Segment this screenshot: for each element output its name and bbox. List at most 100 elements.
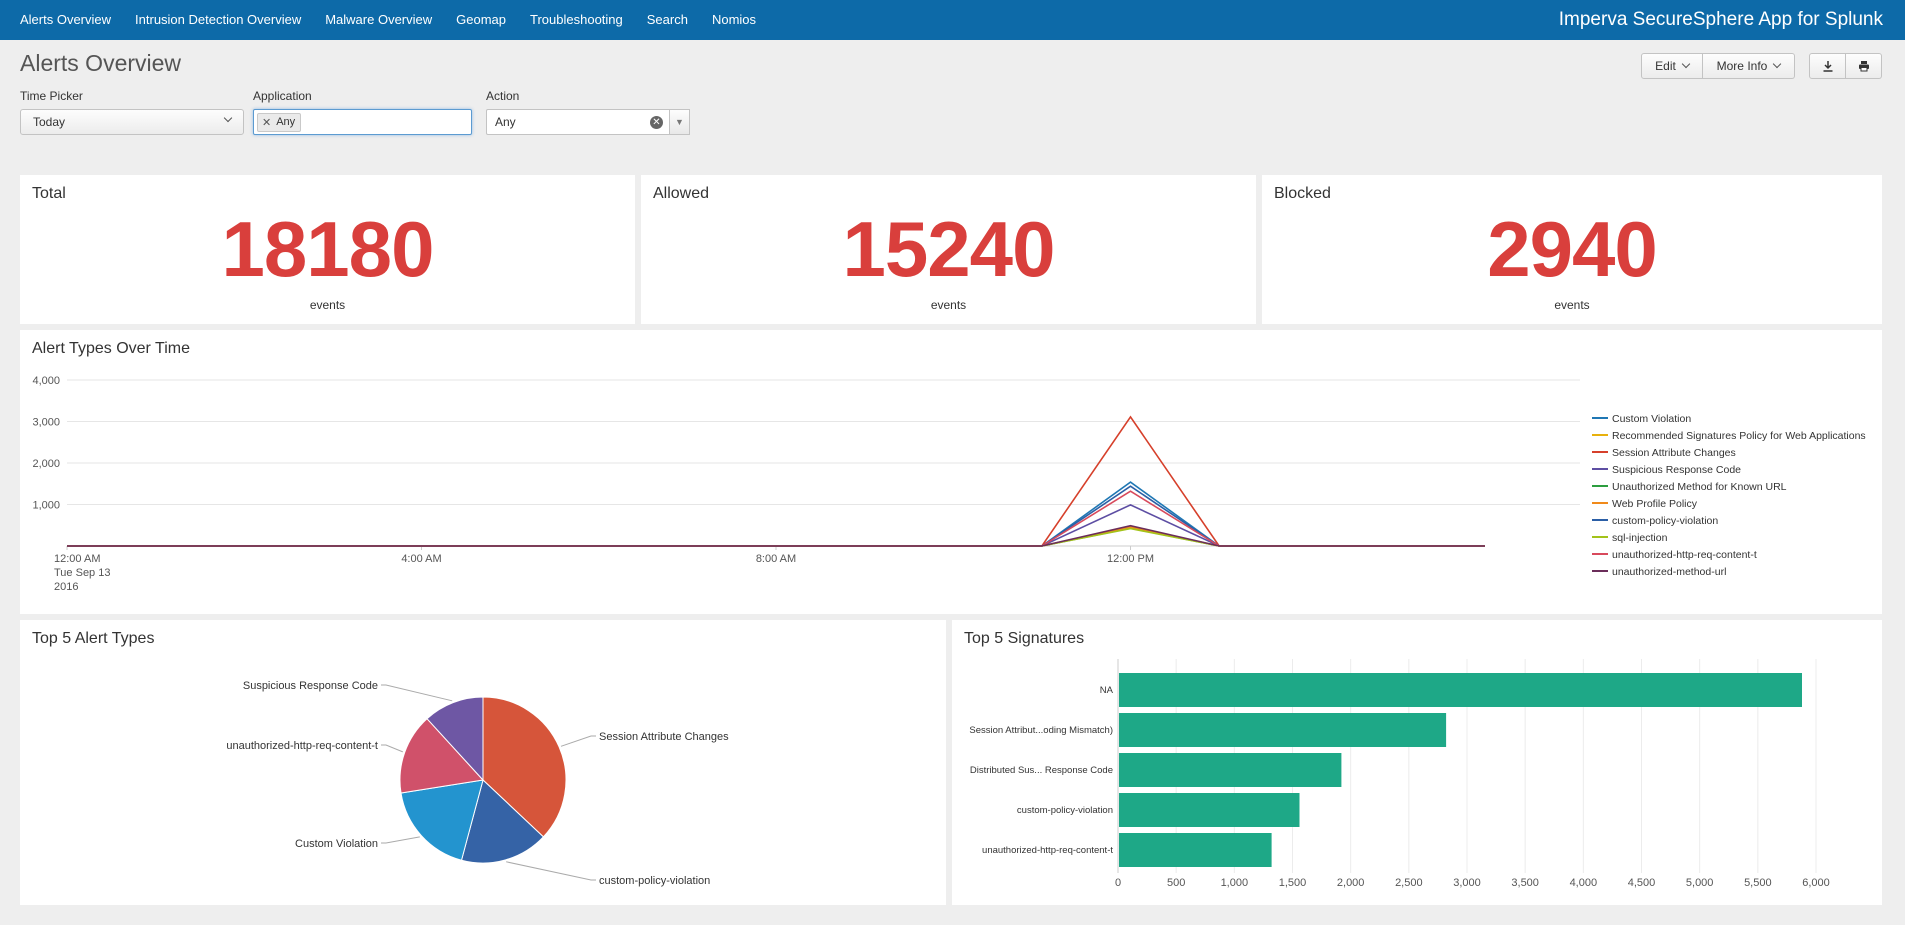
top-5-alert-types-panel: Top 5 Alert Types Session Attribute Chan… xyxy=(20,620,946,905)
nav-alerts-overview[interactable]: Alerts Overview xyxy=(20,12,112,27)
pie-slice-label: custom-policy-violation xyxy=(599,875,710,887)
alert-types-over-time-panel: Alert Types Over Time 1,000 2,000 3,000 4,0… xyxy=(20,330,1882,614)
blocked-title: Blocked xyxy=(1274,185,1331,202)
y-tick-label: 4,000 xyxy=(32,375,60,387)
nav-search[interactable]: Search xyxy=(646,12,688,27)
edit-label: Edit xyxy=(1655,59,1676,73)
x-tick-sublabel: Tue Sep 13 xyxy=(54,567,110,579)
bar-chart: 0 500 1,000 1,500 2,000 2,500 3,000 3,500 4,000 4… xyxy=(969,659,1830,889)
clear-icon[interactable]: ✕ xyxy=(650,116,663,129)
pie-slice-label: Session Attribute Changes xyxy=(599,731,729,743)
time-picker-value: Today xyxy=(33,115,66,129)
export-print-group xyxy=(1809,53,1882,79)
nav-troubleshooting[interactable]: Troubleshooting xyxy=(530,12,623,27)
x-tick-label: 12:00 PM xyxy=(1107,553,1154,565)
x-tick-label: 3,500 xyxy=(1511,877,1539,889)
pie-leader-line xyxy=(381,836,420,844)
y-tick-label: 3,000 xyxy=(32,417,60,429)
pie-slice-4 xyxy=(426,696,484,782)
legend-label: Unauthorized Method for Known URL xyxy=(1612,481,1787,493)
pie-leader-line xyxy=(506,861,596,881)
x-tick-label: 5,000 xyxy=(1686,877,1714,889)
legend-label: Custom Violation xyxy=(1612,413,1691,425)
legend-label: sql-injection xyxy=(1612,532,1668,544)
edit-more-group: Edit More Info xyxy=(1641,53,1795,79)
allowed-value: 15240 xyxy=(842,205,1056,293)
legend-label: custom-policy-violation xyxy=(1612,515,1718,527)
pie-leader-line xyxy=(560,735,596,747)
action-dropdown-toggle[interactable]: ▼ xyxy=(670,109,690,135)
action-input[interactable]: Any ✕ xyxy=(486,109,670,135)
nav-geomap[interactable]: Geomap xyxy=(456,12,507,27)
pie-slice-0 xyxy=(482,696,567,838)
x-tick-label: 4,500 xyxy=(1628,877,1656,889)
pie-leader-line xyxy=(381,684,453,702)
allowed-panel: Allowed 15240 events xyxy=(641,175,1256,324)
pie-slice-2 xyxy=(400,779,484,861)
time-picker-label: Time Picker xyxy=(20,89,83,103)
bar-1 xyxy=(1119,713,1447,747)
top-5-signatures-panel: Top 5 Signatures 0 500 1,000 1,500 2,000 2,50… xyxy=(952,620,1882,905)
series-line-6 xyxy=(67,485,1485,547)
export-button[interactable] xyxy=(1809,53,1846,79)
app-title: Imperva SecureSphere App for Splunk xyxy=(1558,9,1883,30)
nav-nomios[interactable]: Nomios xyxy=(711,12,757,27)
top-nav-bar: Alerts Overview Intrusion Detection Over… xyxy=(0,0,1905,40)
bar-4 xyxy=(1119,833,1272,867)
more-info-label: More Info xyxy=(1716,59,1768,73)
legend-label: Session Attribute Changes xyxy=(1612,447,1736,459)
pie-slice-1 xyxy=(460,779,545,864)
legend-label: Web Profile Policy xyxy=(1612,498,1698,510)
print-button[interactable] xyxy=(1846,53,1882,79)
total-panel: Total 18180 events xyxy=(20,175,635,324)
x-tick-label: 4,000 xyxy=(1570,877,1598,889)
application-label: Application xyxy=(253,89,312,103)
series-line-5 xyxy=(67,526,1485,547)
allowed-title: Allowed xyxy=(653,185,710,202)
x-tick-label: 4:00 AM xyxy=(401,553,441,565)
line-chart: 1,000 2,000 3,000 4,000 12:00 AM Tue Sep 13 20… xyxy=(32,375,1865,593)
series-line-7 xyxy=(67,527,1485,547)
pie-slice-3 xyxy=(399,717,484,794)
action-value: Any xyxy=(495,115,516,129)
pie-slice-label: unauthorized-http-req-content-t xyxy=(226,740,378,752)
bar-0 xyxy=(1119,673,1802,707)
bar-category-label: custom-policy-violation xyxy=(1017,805,1113,816)
remove-token-icon[interactable]: ✕ xyxy=(262,116,272,129)
series-line-9 xyxy=(67,524,1485,547)
total-title: Total xyxy=(32,185,66,202)
x-tick-label: 3,000 xyxy=(1453,877,1481,889)
chevron-down-icon xyxy=(1681,59,1691,69)
legend-label: unauthorized-method-url xyxy=(1612,566,1726,578)
action-field: Action Any ✕ ▼ xyxy=(486,89,690,135)
print-icon xyxy=(1858,61,1869,72)
edit-button[interactable]: Edit xyxy=(1641,53,1703,79)
line-chart-title: Alert Types Over Time xyxy=(32,340,190,357)
nav-malware-overview[interactable]: Malware Overview xyxy=(325,12,433,27)
series-line-8 xyxy=(67,490,1485,547)
y-tick-label: 1,000 xyxy=(32,500,60,512)
time-picker-dropdown[interactable]: Today xyxy=(20,109,244,135)
x-tick-label: 1,500 xyxy=(1279,877,1307,889)
x-tick-label: 5,500 xyxy=(1744,877,1772,889)
series-line-1 xyxy=(67,525,1485,547)
time-picker-field: Time Picker Today xyxy=(20,89,244,135)
action-label: Action xyxy=(486,89,520,103)
legend-label: unauthorized-http-req-content-t xyxy=(1612,549,1757,561)
series-line-0 xyxy=(67,481,1485,547)
application-multiselect[interactable]: ✕ Any xyxy=(253,109,472,135)
blocked-panel: Blocked 2940 events xyxy=(1262,175,1882,324)
pie-slice-label: Custom Violation xyxy=(295,838,378,850)
x-tick-label: 8:00 AM xyxy=(756,553,796,565)
pie-slice-label: Suspicious Response Code xyxy=(243,680,378,692)
bar-3 xyxy=(1119,793,1300,827)
x-tick-label: 1,000 xyxy=(1221,877,1249,889)
more-info-button[interactable]: More Info xyxy=(1703,53,1795,79)
total-value: 18180 xyxy=(221,205,435,293)
bar-category-label: NA xyxy=(1100,685,1114,696)
page-title: Alerts Overview xyxy=(20,50,182,76)
nav-intrusion-detection-overview[interactable]: Intrusion Detection Overview xyxy=(135,12,302,27)
application-token: ✕ Any xyxy=(257,112,302,132)
series-line-3 xyxy=(67,504,1485,547)
bar-category-label: Distributed Sus... Response Code xyxy=(970,765,1113,776)
